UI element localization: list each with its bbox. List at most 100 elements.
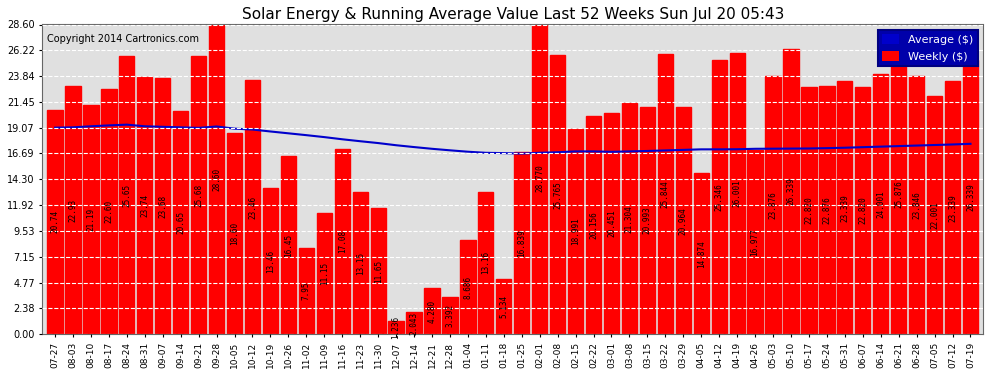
Bar xyxy=(586,116,601,334)
Text: 7.95: 7.95 xyxy=(302,282,311,300)
Bar xyxy=(855,87,870,334)
Bar xyxy=(191,56,206,334)
Bar xyxy=(640,107,655,334)
Bar xyxy=(138,77,152,334)
Bar xyxy=(873,74,888,334)
Text: 25.876: 25.876 xyxy=(894,180,903,208)
Text: 23.876: 23.876 xyxy=(768,191,777,219)
Text: 16.977: 16.977 xyxy=(750,228,759,256)
Bar xyxy=(730,53,744,334)
Text: 23.68: 23.68 xyxy=(158,194,167,217)
Bar xyxy=(388,321,404,334)
Legend: Average ($), Weekly ($): Average ($), Weekly ($) xyxy=(878,30,977,66)
Bar xyxy=(550,55,565,334)
Bar xyxy=(783,49,799,334)
Text: 20.74: 20.74 xyxy=(50,210,59,234)
Bar xyxy=(944,81,960,334)
Text: 24.001: 24.001 xyxy=(876,190,885,218)
Text: 22.001: 22.001 xyxy=(930,201,940,229)
Text: 23.74: 23.74 xyxy=(141,194,149,217)
Text: 25.844: 25.844 xyxy=(661,180,670,208)
Bar xyxy=(622,104,637,334)
Text: 25.65: 25.65 xyxy=(123,184,132,207)
Bar xyxy=(460,240,475,334)
Bar xyxy=(227,133,243,334)
Text: 22.876: 22.876 xyxy=(823,196,832,224)
Text: 20.156: 20.156 xyxy=(589,211,598,239)
Text: 22.93: 22.93 xyxy=(68,198,77,222)
Bar xyxy=(712,60,727,334)
Text: 25.68: 25.68 xyxy=(194,184,203,207)
Bar xyxy=(478,192,493,334)
Text: 23.46: 23.46 xyxy=(248,196,257,219)
Text: 18.60: 18.60 xyxy=(230,222,239,245)
Bar xyxy=(694,173,709,334)
Bar xyxy=(568,129,583,334)
Bar xyxy=(425,288,440,334)
Text: 25.346: 25.346 xyxy=(715,183,724,211)
Bar xyxy=(83,105,99,334)
Text: 8.686: 8.686 xyxy=(463,276,472,299)
Bar xyxy=(101,90,117,334)
Text: 20.451: 20.451 xyxy=(607,210,616,237)
Bar xyxy=(443,297,457,334)
Text: Copyright 2014 Cartronics.com: Copyright 2014 Cartronics.com xyxy=(48,34,199,44)
Text: 1.236: 1.236 xyxy=(392,316,401,339)
Text: 23.339: 23.339 xyxy=(841,194,849,222)
Text: 26.001: 26.001 xyxy=(733,180,742,207)
Bar xyxy=(963,60,978,334)
Bar xyxy=(496,279,512,334)
Text: 5.134: 5.134 xyxy=(499,295,508,318)
Bar xyxy=(891,54,906,334)
Bar xyxy=(352,192,368,334)
Text: 2.043: 2.043 xyxy=(410,312,419,334)
Text: 16.839: 16.839 xyxy=(517,229,527,257)
Text: 25.765: 25.765 xyxy=(553,181,562,209)
Bar xyxy=(747,150,762,334)
Bar xyxy=(209,24,224,334)
Text: 22.60: 22.60 xyxy=(104,200,114,223)
Bar xyxy=(65,86,80,334)
Bar xyxy=(155,78,170,334)
Bar xyxy=(317,213,332,334)
Text: 18.991: 18.991 xyxy=(571,217,580,245)
Title: Solar Energy & Running Average Value Last 52 Weeks Sun Jul 20 05:43: Solar Energy & Running Average Value Las… xyxy=(242,7,784,22)
Text: 13.15: 13.15 xyxy=(355,251,364,274)
Text: 20.65: 20.65 xyxy=(176,211,185,234)
Text: 21.19: 21.19 xyxy=(86,208,95,231)
Bar xyxy=(675,107,691,334)
Text: 21.304: 21.304 xyxy=(625,205,634,233)
Bar xyxy=(119,57,135,334)
Text: 22.820: 22.820 xyxy=(858,197,867,225)
Bar xyxy=(262,188,278,334)
Bar xyxy=(281,156,296,334)
Bar xyxy=(532,22,547,334)
Text: 13.46: 13.46 xyxy=(266,250,275,273)
Text: 17.08: 17.08 xyxy=(338,230,346,253)
Text: 28.60: 28.60 xyxy=(212,168,221,191)
Bar xyxy=(370,208,386,334)
Text: 16.45: 16.45 xyxy=(284,234,293,256)
Bar xyxy=(335,149,349,334)
Text: 28.770: 28.770 xyxy=(536,165,544,192)
Text: 20.993: 20.993 xyxy=(643,207,651,234)
Bar xyxy=(514,152,530,334)
Text: 11.15: 11.15 xyxy=(320,262,329,285)
Text: 23.846: 23.846 xyxy=(912,191,921,219)
Text: 3.392: 3.392 xyxy=(446,304,454,327)
Text: 13.16: 13.16 xyxy=(481,251,490,274)
Bar xyxy=(407,312,422,334)
Text: 26.339: 26.339 xyxy=(966,183,975,211)
Text: 14.874: 14.874 xyxy=(697,240,706,267)
Bar xyxy=(801,87,817,334)
Bar xyxy=(909,76,925,334)
Bar xyxy=(765,76,781,334)
Bar xyxy=(245,80,260,334)
Bar xyxy=(299,248,314,334)
Text: 23.339: 23.339 xyxy=(948,194,957,222)
Text: 22.820: 22.820 xyxy=(805,197,814,225)
Text: 26.339: 26.339 xyxy=(786,178,796,206)
Bar xyxy=(604,113,619,334)
Text: 11.65: 11.65 xyxy=(373,260,382,283)
Text: 20.964: 20.964 xyxy=(679,207,688,234)
